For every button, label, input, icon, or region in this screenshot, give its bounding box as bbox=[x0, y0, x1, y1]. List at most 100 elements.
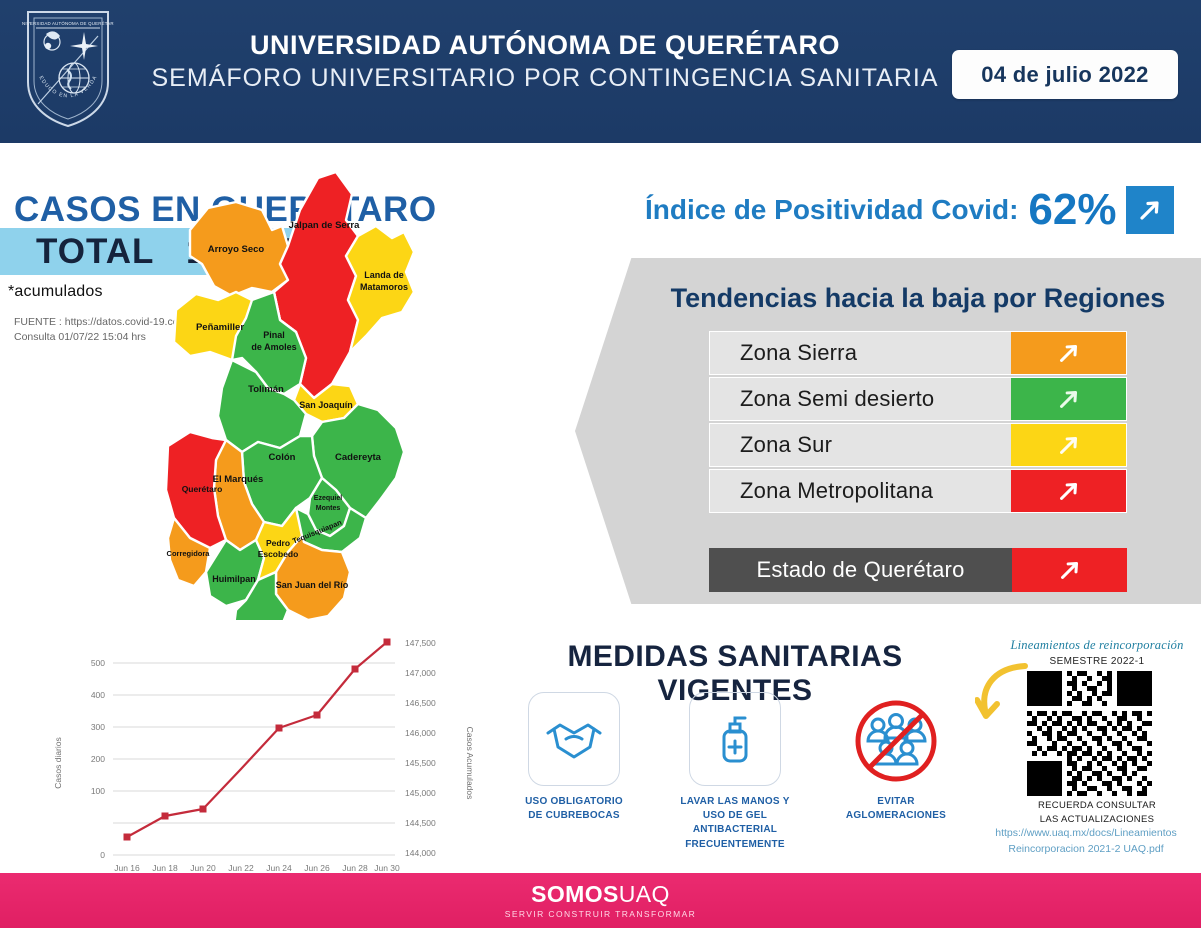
positivity-index: Índice de Positividad Covid: 62% bbox=[645, 182, 1185, 238]
trend-region-label: Zona Sierra bbox=[709, 331, 1011, 375]
map-label-san-juan-del-rio: San Juan del Río bbox=[276, 580, 349, 590]
trends-title: Tendencias hacia la baja por Regiones bbox=[670, 283, 1166, 313]
svg-text:100: 100 bbox=[91, 786, 105, 796]
svg-text:UNIVERSIDAD AUTÓNOMA DE QUERÉT: UNIVERSIDAD AUTÓNOMA DE QUERÉTARO bbox=[22, 21, 114, 26]
qr-code-image bbox=[1027, 671, 1152, 796]
face-mask-icon bbox=[528, 692, 620, 786]
svg-text:Jun 22: Jun 22 bbox=[228, 863, 254, 873]
no-crowds-icon bbox=[855, 700, 937, 782]
measure-caption-l3: FRECUENTEMENTE bbox=[685, 838, 785, 850]
trend-status-badge bbox=[1011, 469, 1127, 513]
list-item: EVITAR AGLOMERACIONES bbox=[822, 693, 970, 858]
table-row: Zona Sur bbox=[709, 423, 1127, 467]
positivity-label: Índice de Positividad Covid: bbox=[645, 194, 1019, 225]
cases-total-label: TOTAL bbox=[36, 232, 154, 271]
cases-trend-chart: 500 400 300 200 100 0 147,500 147,000 14… bbox=[35, 628, 490, 876]
cases-source: FUENTE : https://datos.covid-19.conacyt.… bbox=[14, 315, 224, 345]
svg-text:Jun 28: Jun 28 bbox=[342, 863, 368, 873]
qr-url-l2: Reincorporacion 2021-2 UAQ.pdf bbox=[1008, 842, 1164, 855]
map-label-arroyo-seco: Arroyo Seco bbox=[208, 244, 265, 255]
cases-source-line2: Consulta 01/07/22 15:04 hrs bbox=[14, 331, 146, 344]
uaq-shield-logo: UNIVERSIDAD AUTÓNOMA DE QUERÉTARO bbox=[19, 4, 118, 130]
measures-title: MEDIDAS SANITARIAS VIGENTES bbox=[567, 640, 903, 707]
qr-heading: Lineamientos de reincorporación bbox=[1010, 638, 1184, 652]
map-label-corregidora: Corregidora bbox=[167, 549, 211, 558]
measure-caption-l1: EVITAR bbox=[877, 796, 915, 807]
map-region-landa-de-matamoros bbox=[344, 224, 416, 354]
state-label: Estado de Querétaro bbox=[709, 548, 1012, 592]
svg-text:Jun 24: Jun 24 bbox=[266, 863, 292, 873]
measure-caption: EVITAR AGLOMERACIONES bbox=[822, 795, 970, 823]
trend-region-label: Zona Metropolitana bbox=[709, 469, 1011, 513]
map-label-cadereyta: Cadereyta bbox=[335, 452, 382, 463]
arrow-up-right-icon bbox=[1059, 390, 1077, 408]
svg-text:300: 300 bbox=[91, 722, 105, 732]
qr-url[interactable]: https://www.uaq.mx/docs/Lineamientos Rei… bbox=[975, 826, 1197, 858]
map-label-san-joaquin: San Joaquín bbox=[299, 400, 353, 410]
svg-text:Jun 18: Jun 18 bbox=[152, 863, 178, 873]
hand-sanitizer-icon bbox=[689, 692, 781, 786]
chart-series-line bbox=[125, 640, 389, 839]
chart-gridlines bbox=[113, 662, 395, 856]
svg-text:500: 500 bbox=[91, 658, 105, 668]
measure-caption-l1: USO OBLIGATORIO bbox=[525, 796, 623, 807]
page-title: UNIVERSIDAD AUTÓNOMA DE QUERÉTARO bbox=[249, 30, 840, 60]
svg-text:144,500: 144,500 bbox=[405, 818, 436, 828]
measure-caption-l2: DE CUBREBOCAS bbox=[528, 810, 620, 822]
table-row: Zona Metropolitana bbox=[709, 469, 1127, 513]
header-titles: UNIVERSIDAD AUTÓNOMA DE QUERÉTARO SEMÁFO… bbox=[150, 30, 940, 93]
trends-table: Zona Sierra Zona Semi desierto Zona Sur bbox=[709, 331, 1127, 515]
somos-uaq-bold: SOMOS bbox=[531, 880, 619, 907]
chart-ylabel-left: Casos diarios bbox=[53, 737, 63, 789]
map-label-el-marques: El Marqués bbox=[213, 474, 264, 485]
svg-text:200: 200 bbox=[91, 754, 105, 764]
svg-text:146,000: 146,000 bbox=[405, 728, 436, 738]
svg-text:Jun 16: Jun 16 bbox=[114, 863, 140, 873]
trend-status-badge bbox=[1011, 423, 1127, 467]
arrow-up-right-icon bbox=[1059, 482, 1077, 500]
measure-caption: LAVAR LAS MANOS Y USO DE GEL ANTIBACTERI… bbox=[661, 795, 809, 852]
map-region-amealco bbox=[233, 570, 290, 620]
map-region-corregidora bbox=[166, 516, 212, 588]
cases-footnote: *acumulados bbox=[8, 283, 103, 300]
qr-url-l1: https://www.uaq.mx/docs/Lineamientos bbox=[995, 827, 1177, 839]
svg-text:400: 400 bbox=[91, 690, 105, 700]
svg-text:Jun 26: Jun 26 bbox=[304, 863, 330, 873]
cases-source-line1: FUENTE : https://datos.covid-19.conacyt.… bbox=[14, 316, 224, 328]
map-label-landa-de-matamoros-2: Matamoros bbox=[360, 282, 408, 292]
svg-text:147,500: 147,500 bbox=[405, 638, 436, 648]
chart-y-axis-right: 147,500 147,000 146,500 146,000 145,500 … bbox=[405, 638, 436, 858]
page-subtitle: SEMÁFORO UNIVERSITARIO POR CONTINGENCIA … bbox=[151, 64, 939, 93]
state-summary-row: Estado de Querétaro bbox=[709, 548, 1127, 592]
arrow-up-right-icon bbox=[1059, 436, 1077, 454]
arrow-up-right-icon bbox=[1060, 561, 1078, 579]
measure-caption-l1: LAVAR LAS MANOS Y bbox=[680, 796, 790, 807]
state-status-badge bbox=[1012, 548, 1127, 592]
curved-arrow-icon bbox=[975, 663, 1028, 719]
measure-icon-wrap bbox=[850, 693, 942, 785]
arrow-up-right-icon bbox=[1059, 344, 1077, 362]
trend-region-label: Zona Sur bbox=[709, 423, 1011, 467]
map-label-penamiller: Peñamiller bbox=[196, 322, 244, 333]
date-badge-text: 04 de julio 2022 bbox=[981, 61, 1149, 87]
map-label-toliman: Tolimán bbox=[248, 384, 284, 395]
chart-x-axis: Jun 16 Jun 18 Jun 20 Jun 22 Jun 24 Jun 2… bbox=[114, 863, 400, 873]
map-label-ezequiel-montes-2: Montes bbox=[316, 505, 341, 512]
chart-data-points bbox=[123, 638, 391, 841]
trend-status-badge bbox=[1011, 377, 1127, 421]
measures-list: USO OBLIGATORIO DE CUBREBOCAS LAVAR LAS … bbox=[500, 692, 970, 858]
map-label-landa-de-matamoros: Landa de bbox=[364, 270, 404, 280]
chart-y-axis-left: 500 400 300 200 100 0 bbox=[91, 658, 105, 860]
trend-region-label: Zona Semi desierto bbox=[709, 377, 1011, 421]
qr-section: Lineamientos de reincorporación SEMESTRE… bbox=[975, 638, 1197, 870]
svg-text:Jun 20: Jun 20 bbox=[190, 863, 216, 873]
table-row: Zona Semi desierto bbox=[709, 377, 1127, 421]
map-label-pinal-de-amoles-2: de Amoles bbox=[251, 342, 296, 352]
queretaro-map: Arroyo Seco Jalpan de Serra Landa de Mat… bbox=[160, 160, 580, 620]
map-label-colon: Colón bbox=[269, 452, 296, 463]
svg-text:145,000: 145,000 bbox=[405, 788, 436, 798]
list-item: LAVAR LAS MANOS Y USO DE GEL ANTIBACTERI… bbox=[661, 692, 809, 858]
arrow-up-right-icon bbox=[1126, 186, 1175, 234]
trend-status-badge bbox=[1011, 331, 1127, 375]
table-row: Zona Sierra bbox=[709, 331, 1127, 375]
